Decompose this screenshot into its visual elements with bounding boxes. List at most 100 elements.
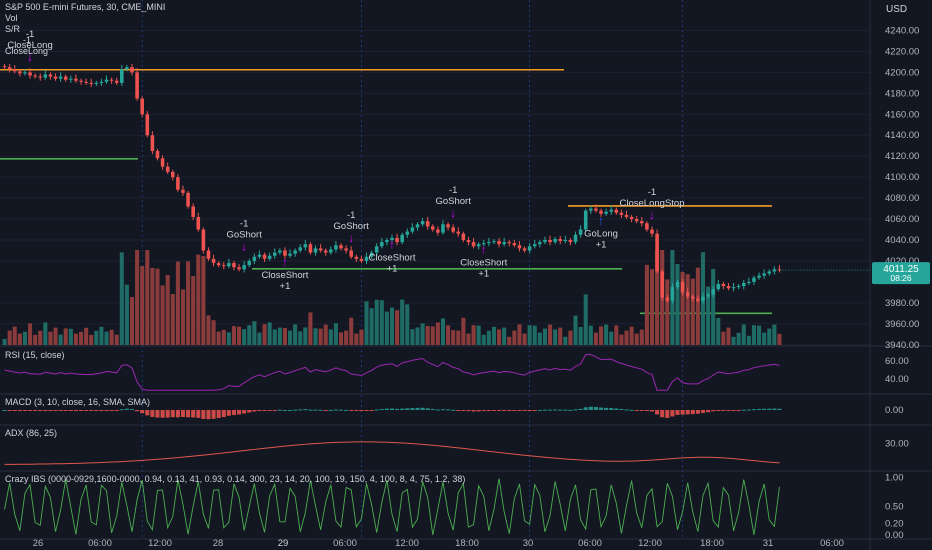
volume-bar	[313, 328, 318, 345]
macd-histogram-bar	[726, 410, 731, 411]
price-tick-label: 3940.00	[885, 340, 919, 351]
volume-bar	[415, 327, 420, 345]
volume-bar	[252, 321, 257, 345]
candle-body	[53, 76, 58, 79]
macd-histogram-bar	[548, 409, 553, 411]
volume-bar	[277, 327, 282, 345]
volume-bar	[124, 284, 129, 345]
candle-body	[665, 297, 670, 301]
adx-legend[interactable]: ADX (86, 25)	[5, 428, 58, 438]
macd-histogram-bar	[78, 410, 84, 411]
macd-histogram-bar	[160, 410, 165, 418]
macd-histogram-bar	[665, 410, 670, 418]
candle-body	[339, 245, 343, 249]
ibs-tick-label: 0.00	[885, 530, 904, 541]
volume-bar	[746, 335, 751, 345]
macd-histogram-bar	[364, 410, 369, 411]
volume-bar	[180, 289, 186, 345]
candle-body	[675, 281, 680, 288]
volume-bar	[757, 325, 762, 345]
candle-body	[548, 240, 552, 243]
candle-body	[711, 289, 715, 295]
macd-histogram-bar	[502, 410, 507, 411]
volume-bar	[374, 299, 379, 345]
candle-body	[431, 226, 435, 230]
sell-arrow-icon: ↓	[649, 208, 655, 222]
volume-bar	[170, 294, 175, 345]
macd-legend[interactable]: MACD (3, 10, close, 16, SMA, SMA)	[5, 397, 151, 407]
candle-body	[84, 81, 88, 83]
volume-bar	[354, 333, 359, 345]
volume-bar	[389, 307, 395, 345]
candle-body	[181, 189, 185, 193]
volume-bar	[298, 331, 303, 345]
volume-bar	[109, 329, 114, 345]
candle-body	[568, 240, 573, 243]
macd-histogram-bar	[58, 410, 63, 411]
volume-bar	[588, 325, 593, 345]
macd-histogram-bar	[349, 410, 354, 411]
sr-legend[interactable]: S/R	[5, 24, 21, 34]
candle-body	[186, 192, 190, 207]
macd-histogram-bar	[328, 409, 333, 411]
volume-bar	[532, 325, 537, 345]
candle-body	[543, 240, 547, 243]
candle-body	[762, 273, 766, 276]
candle-body	[109, 79, 114, 81]
volume-bar	[767, 328, 772, 345]
candle-body	[79, 80, 83, 82]
candle-body	[594, 208, 598, 211]
price-tick-label: 3960.00	[885, 319, 919, 330]
volume-bar	[568, 330, 573, 345]
time-axis-label: 12:00	[638, 538, 662, 549]
price-tick-label: 4140.00	[885, 130, 919, 141]
macd-histogram-bar	[568, 409, 573, 411]
volume-bar	[272, 329, 277, 345]
volume-bar	[150, 268, 155, 345]
time-axis-label: 12:00	[148, 538, 172, 549]
candle-body	[645, 223, 649, 230]
candle-body	[145, 114, 150, 136]
candle-body	[400, 234, 404, 243]
candle-body	[471, 242, 476, 247]
volume-bar	[537, 332, 542, 345]
candle-body	[538, 242, 542, 245]
symbol-title[interactable]: S&P 500 E-mini Futures, 30, CME_MINI	[5, 2, 166, 12]
candle-body	[283, 250, 287, 256]
macd-tick-label: 0.00	[885, 405, 904, 416]
rsi-legend[interactable]: RSI (15, close)	[5, 350, 65, 360]
ibs-legend[interactable]: Crazy IBS (0000-0929,1600-0000, 0.94, 0.…	[5, 474, 466, 484]
price-tick-label: 4220.00	[885, 46, 919, 57]
volume-legend[interactable]: Vol	[5, 13, 18, 23]
candle-body	[196, 216, 201, 230]
candle-body	[278, 250, 282, 253]
macd-histogram-bar	[593, 406, 598, 410]
candle-body	[232, 263, 236, 268]
volume-bar	[548, 324, 553, 345]
volume-bar	[461, 317, 466, 345]
volume-bar	[84, 327, 89, 345]
macd-histogram-bar	[446, 409, 451, 411]
macd-histogram-bar	[690, 410, 695, 415]
macd-histogram-bar	[226, 410, 231, 416]
macd-histogram-bar	[527, 410, 532, 411]
volume-bar	[706, 286, 711, 345]
volume-bar	[680, 272, 685, 345]
candle-body	[344, 248, 348, 251]
volume-bar	[736, 332, 741, 345]
volume-bar	[58, 334, 63, 345]
macd-histogram-bar	[282, 409, 287, 411]
candle-body	[155, 150, 160, 159]
time-axis-label: 26	[33, 538, 44, 549]
candle-body	[385, 240, 389, 243]
volume-bar	[578, 327, 583, 345]
macd-histogram-bar	[471, 410, 476, 412]
time-axis-label: 12:00	[395, 538, 419, 549]
macd-histogram-bar	[721, 410, 726, 411]
price-tick-label: 4060.00	[885, 214, 919, 225]
volume-bar	[89, 334, 94, 345]
macd-histogram-bar	[420, 407, 425, 410]
candle-body	[512, 243, 517, 246]
